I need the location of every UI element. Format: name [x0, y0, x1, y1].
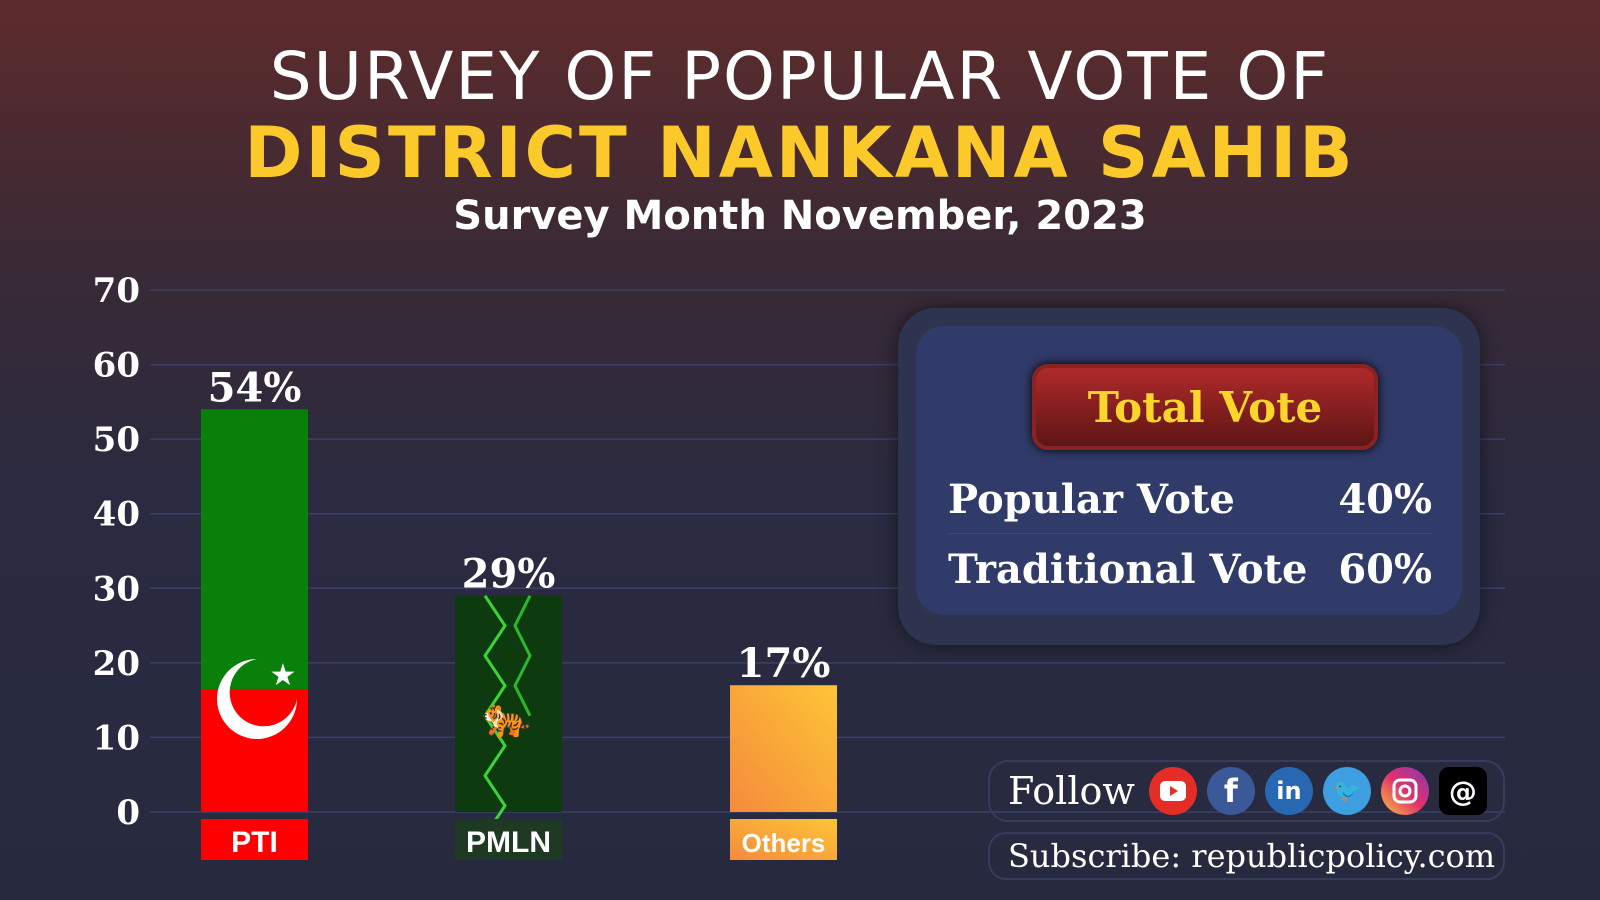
category-label: PTI	[231, 826, 278, 859]
category-label: Others	[742, 828, 826, 858]
threads-icon[interactable]: @	[1438, 767, 1487, 815]
follow-bar: Follow f in 🐦 @	[988, 760, 1505, 822]
title-line1: SURVEY OF POPULAR VOTE OF	[269, 38, 1331, 115]
twitter-icon[interactable]: 🐦	[1322, 767, 1371, 815]
bar-pti-green	[201, 409, 308, 689]
linkedin-icon[interactable]: in	[1264, 767, 1313, 815]
y-tick-label: 70	[93, 271, 140, 311]
bar-pti-red	[201, 688, 308, 812]
row-value: 40%	[1338, 476, 1432, 523]
y-tick-label: 30	[93, 569, 140, 609]
y-tick-label: 10	[93, 718, 140, 758]
y-tick-label: 20	[93, 644, 140, 684]
category-label-bg	[730, 819, 837, 860]
star-icon: ★	[270, 658, 297, 693]
y-tick-label: 50	[93, 420, 140, 460]
title-line2: DISTRICT NANKANA SAHIB	[244, 112, 1356, 194]
facebook-icon[interactable]: f	[1206, 767, 1255, 815]
row-label: Popular Vote	[948, 476, 1235, 523]
bar-pmln-pattern	[513, 595, 532, 717]
row-value: 60%	[1338, 546, 1432, 593]
tiger-icon: 🐅	[482, 695, 532, 741]
data-label: 29%	[462, 551, 556, 598]
subtitle: Survey Month November, 2023	[453, 193, 1147, 239]
crescent-shape	[217, 658, 297, 739]
total-vote-panel: Total Vote Popular Vote 40% Traditional …	[898, 308, 1480, 645]
instagram-icon[interactable]	[1380, 767, 1429, 815]
category-label-bg	[201, 819, 308, 860]
subscribe-link[interactable]: Subscribe: republicpolicy.com	[988, 832, 1505, 880]
data-label: 54%	[208, 364, 302, 411]
bar-pmln-pattern	[483, 594, 507, 837]
bar-others	[730, 685, 837, 812]
y-tick-label: 0	[116, 793, 140, 833]
category-label-bg	[455, 819, 562, 860]
y-tick-label: 40	[93, 495, 140, 535]
follow-label: Follow	[1008, 769, 1135, 813]
row-label: Traditional Vote	[948, 546, 1308, 593]
category-label: PMLN	[466, 826, 551, 859]
total-vote-title: Total Vote	[1032, 364, 1378, 450]
popular-vote-row: Popular Vote 40%	[948, 476, 1432, 534]
y-tick-label: 60	[93, 346, 140, 386]
data-label: 17%	[737, 640, 831, 687]
traditional-vote-row: Traditional Vote 60%	[948, 546, 1432, 593]
bar-pmln	[455, 595, 562, 812]
youtube-icon[interactable]	[1148, 767, 1197, 815]
